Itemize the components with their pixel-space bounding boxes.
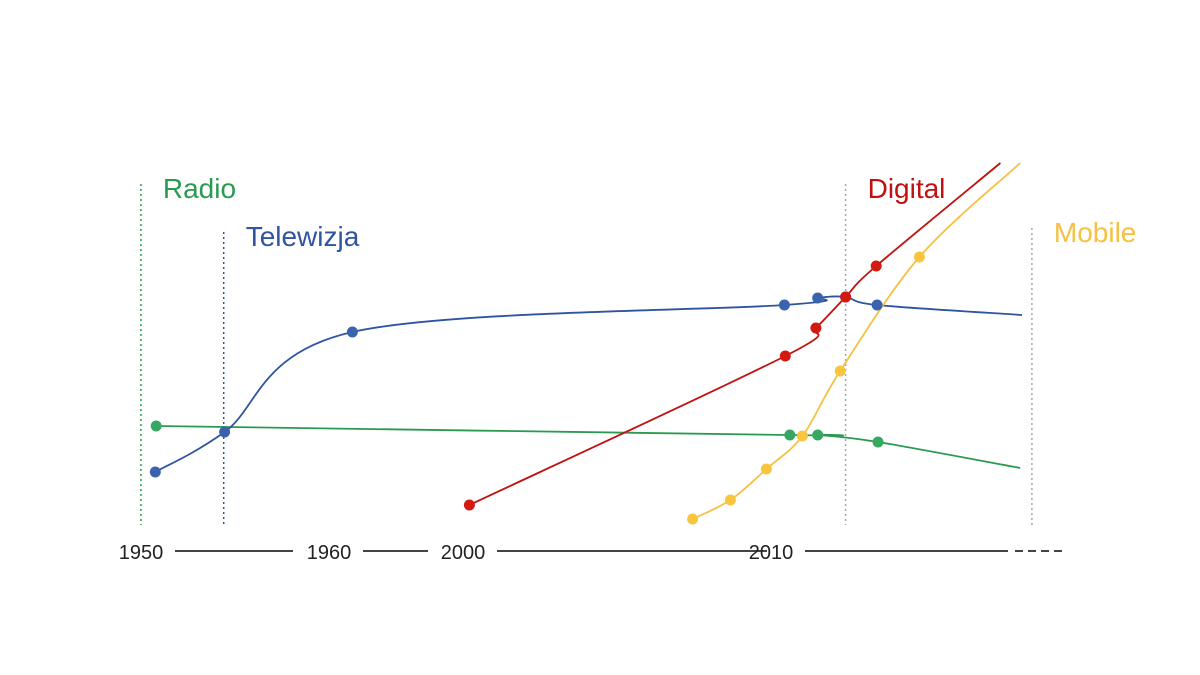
data-point-mobile xyxy=(687,513,699,525)
data-point-telewizja xyxy=(778,299,790,311)
data-point-telewizja xyxy=(812,292,824,304)
data-point-telewizja xyxy=(871,299,883,311)
series-lines xyxy=(154,162,1023,520)
data-point-radio xyxy=(150,420,162,432)
data-point-radio xyxy=(812,429,824,441)
data-point-digital xyxy=(870,260,882,272)
data-point-telewizja xyxy=(346,326,358,338)
series-line-mobile xyxy=(692,162,1021,520)
tick-label: 1950 xyxy=(119,542,164,564)
data-point-radio xyxy=(872,436,884,448)
data-point-mobile xyxy=(760,463,772,475)
timeline-axis: 1950 1960 2000 2010 xyxy=(119,542,1062,564)
data-point-mobile xyxy=(834,365,846,377)
data-point-mobile xyxy=(796,430,808,442)
series-line-telewizja xyxy=(154,295,1023,473)
series-line-digital xyxy=(469,162,1001,506)
data-point-digital xyxy=(779,350,791,362)
era-label-telewizja: Telewizja xyxy=(246,221,360,252)
data-point-digital xyxy=(810,322,822,334)
data-point-digital xyxy=(840,291,852,303)
data-point-radio xyxy=(784,429,796,441)
data-point-mobile xyxy=(913,251,925,263)
tick-label: 2010 xyxy=(749,542,794,564)
era-label-mobile: Mobile xyxy=(1054,217,1136,248)
tick-label: 2000 xyxy=(441,542,486,564)
series-points xyxy=(149,251,925,525)
era-label-radio: Radio xyxy=(163,173,236,204)
tick-label: 1960 xyxy=(307,542,352,564)
data-point-digital xyxy=(463,499,475,511)
data-point-telewizja xyxy=(149,466,161,478)
data-point-telewizja xyxy=(219,426,231,438)
data-point-mobile xyxy=(724,494,736,506)
era-label-digital: Digital xyxy=(868,173,946,204)
series-line-radio xyxy=(156,425,1021,469)
era-markers: Radio Telewizja Digital Mobile xyxy=(140,173,1136,525)
